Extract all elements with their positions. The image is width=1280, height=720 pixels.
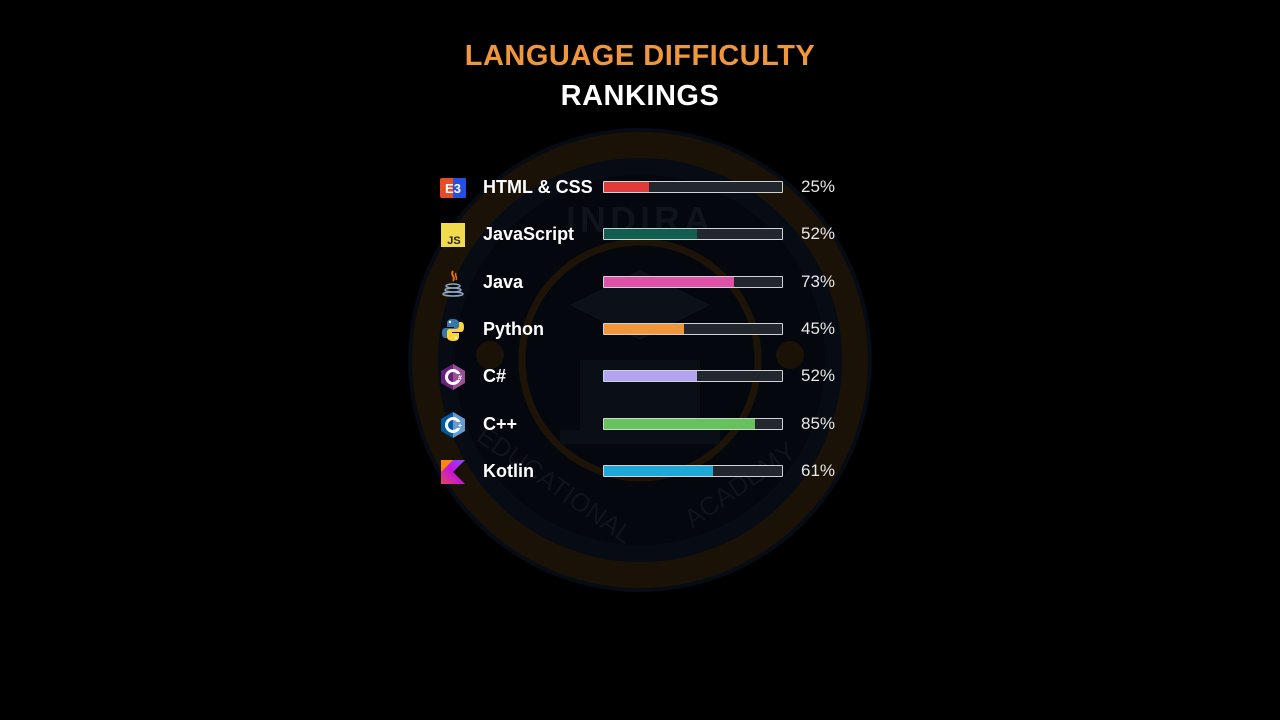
value-label: 73% [801,271,836,291]
bar-track [603,370,783,383]
bar-track [603,275,783,288]
bar-track [603,464,783,477]
bar-row: JS JavaScript 52% [438,218,858,252]
bar [604,465,713,476]
value-label: 52% [801,366,836,386]
category-label: C++ [483,413,518,434]
java-icon [438,269,468,297]
bar-row: # C# 52% [438,360,858,394]
bar-track [603,228,783,241]
category-label: Kotlin [483,460,534,481]
chart-subtitle: RANKINGS [560,80,720,112]
bar-track [603,322,783,335]
cplusplus-icon: + [438,411,468,439]
bar-row: + C++ 85% [438,408,858,442]
kotlin-icon [438,458,468,486]
category-label: JavaScript [483,224,575,245]
value-label: 85% [801,413,836,433]
value-label: 52% [801,224,836,244]
bar [604,276,734,287]
category-label: C# [483,366,507,387]
bar-row: E3 HTML & CSS 25% [438,171,858,205]
category-label: Python [483,318,544,339]
bar [604,371,697,382]
bar-track [603,181,783,193]
value-label: 61% [801,460,836,480]
svg-text:#: # [458,375,462,382]
csharp-icon: # [438,363,468,391]
svg-text:E3: E3 [445,181,461,196]
css3-icon: E3 [438,174,468,202]
bar-row: Kotlin 61% [438,455,858,489]
svg-text:+: + [458,423,462,430]
category-label: Java [483,271,524,292]
javascript-icon: JS [438,221,468,249]
svg-text:JS: JS [447,235,460,247]
category-label: HTML & CSS [483,177,593,197]
bar-track [603,417,783,430]
bar [604,229,697,240]
bar-row: Python 45% [438,313,858,347]
bar [604,418,756,429]
value-label: 45% [801,318,836,338]
bar [604,323,685,334]
bar-row: Java 73% [438,266,858,300]
bar [604,182,649,192]
python-icon [438,316,468,344]
value-label: 25% [801,177,836,196]
chart-title: LANGUAGE DIFFICULTY [464,40,816,72]
